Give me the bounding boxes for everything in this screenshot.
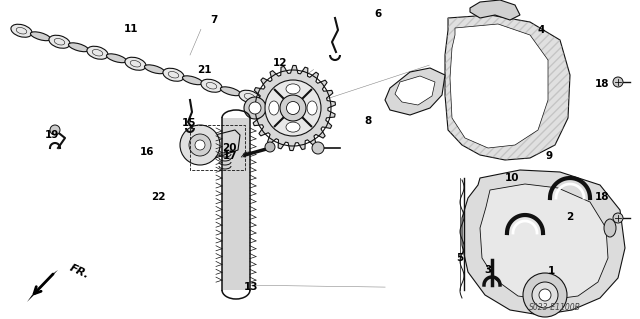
Circle shape	[280, 95, 306, 121]
Circle shape	[265, 142, 275, 152]
Text: 5: 5	[456, 253, 463, 263]
Text: 13: 13	[244, 282, 259, 292]
Circle shape	[189, 134, 211, 156]
Circle shape	[244, 97, 266, 119]
Bar	[190, 125, 245, 170]
Text: 19: 19	[45, 130, 60, 140]
Circle shape	[523, 273, 567, 317]
Polygon shape	[445, 15, 570, 160]
Ellipse shape	[201, 79, 222, 92]
Polygon shape	[470, 0, 520, 20]
Circle shape	[287, 101, 300, 115]
Text: 18: 18	[595, 78, 609, 89]
Bar	[222, 118, 250, 290]
Text: 15: 15	[182, 118, 196, 128]
Ellipse shape	[281, 105, 291, 111]
Polygon shape	[462, 170, 625, 315]
Polygon shape	[480, 184, 608, 300]
Text: 21: 21	[198, 64, 212, 75]
Ellipse shape	[182, 76, 202, 85]
Circle shape	[265, 80, 321, 136]
Text: 22: 22	[152, 192, 166, 202]
Text: 20: 20	[222, 143, 236, 153]
Polygon shape	[450, 24, 548, 148]
Text: 10: 10	[505, 173, 519, 183]
Text: 8: 8	[364, 116, 372, 126]
Text: 17: 17	[223, 151, 237, 161]
Text: 7: 7	[211, 15, 218, 25]
Text: FR.: FR.	[68, 263, 91, 281]
Ellipse shape	[239, 90, 260, 103]
Ellipse shape	[220, 87, 241, 96]
Text: S023-E1100B: S023-E1100B	[529, 303, 581, 313]
Polygon shape	[250, 65, 335, 151]
Ellipse shape	[286, 122, 300, 132]
Text: 16: 16	[140, 147, 154, 158]
Polygon shape	[395, 76, 435, 105]
Text: 3: 3	[484, 264, 492, 275]
Polygon shape	[385, 68, 445, 115]
Text: 4: 4	[537, 25, 545, 35]
Ellipse shape	[145, 65, 164, 74]
Ellipse shape	[87, 46, 108, 59]
Circle shape	[532, 282, 558, 308]
Circle shape	[539, 289, 551, 301]
Ellipse shape	[259, 98, 278, 107]
Ellipse shape	[604, 219, 616, 237]
Ellipse shape	[269, 101, 279, 115]
Polygon shape	[27, 270, 58, 302]
Circle shape	[50, 125, 60, 135]
Circle shape	[180, 125, 220, 165]
Polygon shape	[195, 130, 240, 160]
Text: 9: 9	[545, 151, 553, 161]
Ellipse shape	[125, 57, 146, 70]
Ellipse shape	[68, 43, 88, 52]
Text: 12: 12	[273, 58, 287, 68]
Ellipse shape	[286, 84, 300, 94]
Ellipse shape	[307, 101, 317, 115]
Ellipse shape	[49, 35, 70, 48]
Circle shape	[613, 213, 623, 223]
Ellipse shape	[163, 68, 184, 81]
Circle shape	[195, 140, 205, 150]
Circle shape	[613, 77, 623, 87]
Ellipse shape	[106, 54, 127, 63]
Circle shape	[312, 142, 324, 154]
Ellipse shape	[31, 32, 51, 41]
Ellipse shape	[11, 24, 32, 37]
Text: 11: 11	[124, 24, 138, 34]
Text: 2: 2	[566, 212, 573, 222]
Text: 1: 1	[548, 265, 556, 276]
Text: 6: 6	[374, 9, 381, 19]
Circle shape	[249, 102, 261, 114]
Text: 18: 18	[595, 192, 609, 202]
